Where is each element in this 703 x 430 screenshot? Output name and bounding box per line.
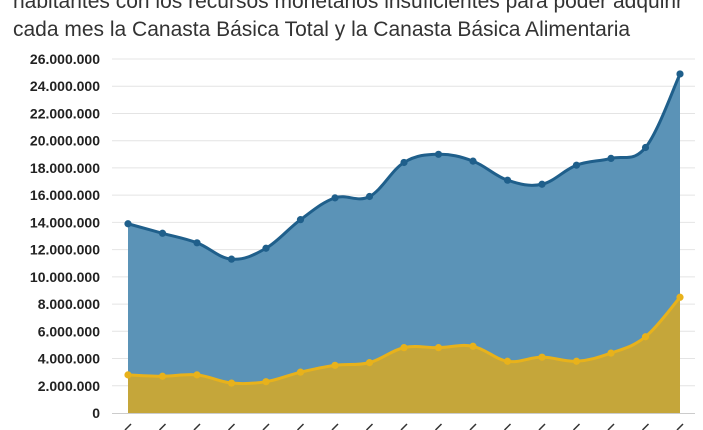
x-tick-mark <box>331 423 339 430</box>
series-areas <box>128 73 680 413</box>
y-tick-label: 24.000.000 <box>30 78 100 94</box>
chart-subtitle: habitantes con los recursos monetarios i… <box>13 0 703 44</box>
series-1-point <box>641 143 650 152</box>
y-tick-label: 2.000.000 <box>38 378 100 394</box>
series-1-point <box>607 154 615 162</box>
series-1-point <box>434 150 443 158</box>
y-tick-label: 12.000.000 <box>30 242 100 258</box>
series-2-point <box>641 333 650 341</box>
y-tick-label: 22.000.000 <box>30 105 100 121</box>
series-2-point <box>124 371 132 379</box>
series-1-point <box>538 180 546 188</box>
series-1-point <box>158 229 167 237</box>
x-tick-mark <box>365 423 374 430</box>
y-tick-label: 26.000.000 <box>30 51 100 67</box>
x-tick-mark <box>538 423 546 430</box>
x-axis <box>112 413 695 430</box>
y-tick-label: 4.000.000 <box>38 351 100 367</box>
y-tick-label: 8.000.000 <box>38 296 100 312</box>
series-1-point <box>365 192 374 201</box>
x-tick-mark <box>400 423 408 430</box>
x-tick-mark <box>503 423 512 430</box>
y-tick-label: 10.000.000 <box>30 269 100 285</box>
series-1-point <box>676 70 684 78</box>
series-1-point <box>503 176 512 184</box>
x-tick-mark <box>572 423 581 430</box>
series-2-point <box>365 359 374 367</box>
series-2-point <box>158 372 167 380</box>
series-2-point <box>607 349 615 357</box>
series-1-point <box>124 220 132 228</box>
y-tick-label: 14.000.000 <box>30 214 100 230</box>
series-2-point <box>538 353 546 361</box>
subtitle-line-2: cada mes la Canasta Básica Total y la Ca… <box>13 18 631 41</box>
x-tick-mark <box>607 423 615 430</box>
series-1-point <box>331 194 339 202</box>
series-2-point <box>227 379 236 387</box>
y-tick-label: 18.000.000 <box>30 160 100 176</box>
x-tick-mark <box>296 423 305 430</box>
series-2-point <box>400 344 408 352</box>
series-2-point <box>262 378 270 386</box>
subtitle-line-1: habitantes con los recursos monetarios i… <box>13 0 684 13</box>
x-tick-mark <box>227 423 236 430</box>
x-tick-mark <box>262 423 270 430</box>
series-2-point <box>676 293 684 301</box>
series-2-point <box>193 371 201 379</box>
series-1-point <box>262 244 270 252</box>
x-tick-mark <box>434 423 443 430</box>
series-1-point <box>469 157 477 165</box>
series-1-point <box>227 255 236 263</box>
data-points <box>124 70 684 387</box>
y-tick-label: 6.000.000 <box>38 323 100 339</box>
series-1-point <box>400 158 408 167</box>
x-tick-mark <box>676 423 684 430</box>
series-1-area <box>128 73 680 413</box>
y-tick-label: 0 <box>92 405 100 421</box>
x-tick-mark <box>641 423 650 430</box>
series-2-point <box>331 361 339 369</box>
series-1-point <box>296 216 305 224</box>
x-tick-mark <box>124 423 132 430</box>
series-2-point <box>572 357 581 365</box>
y-tick-label: 16.000.000 <box>30 187 100 203</box>
series-2-point <box>469 342 477 350</box>
y-tick-label: 20.000.000 <box>30 133 100 149</box>
x-tick-mark <box>193 423 201 430</box>
series-1-point <box>572 161 581 169</box>
series-2-point <box>296 368 305 376</box>
y-axis: 0 2.000.000 4.000.000 6.000.000 8.000.000 10.… <box>30 51 100 421</box>
x-tick-mark <box>158 423 167 430</box>
series-1-point <box>193 239 201 247</box>
series-2-point <box>434 344 443 352</box>
x-tick-mark <box>469 423 477 430</box>
series-2-point <box>503 357 512 365</box>
